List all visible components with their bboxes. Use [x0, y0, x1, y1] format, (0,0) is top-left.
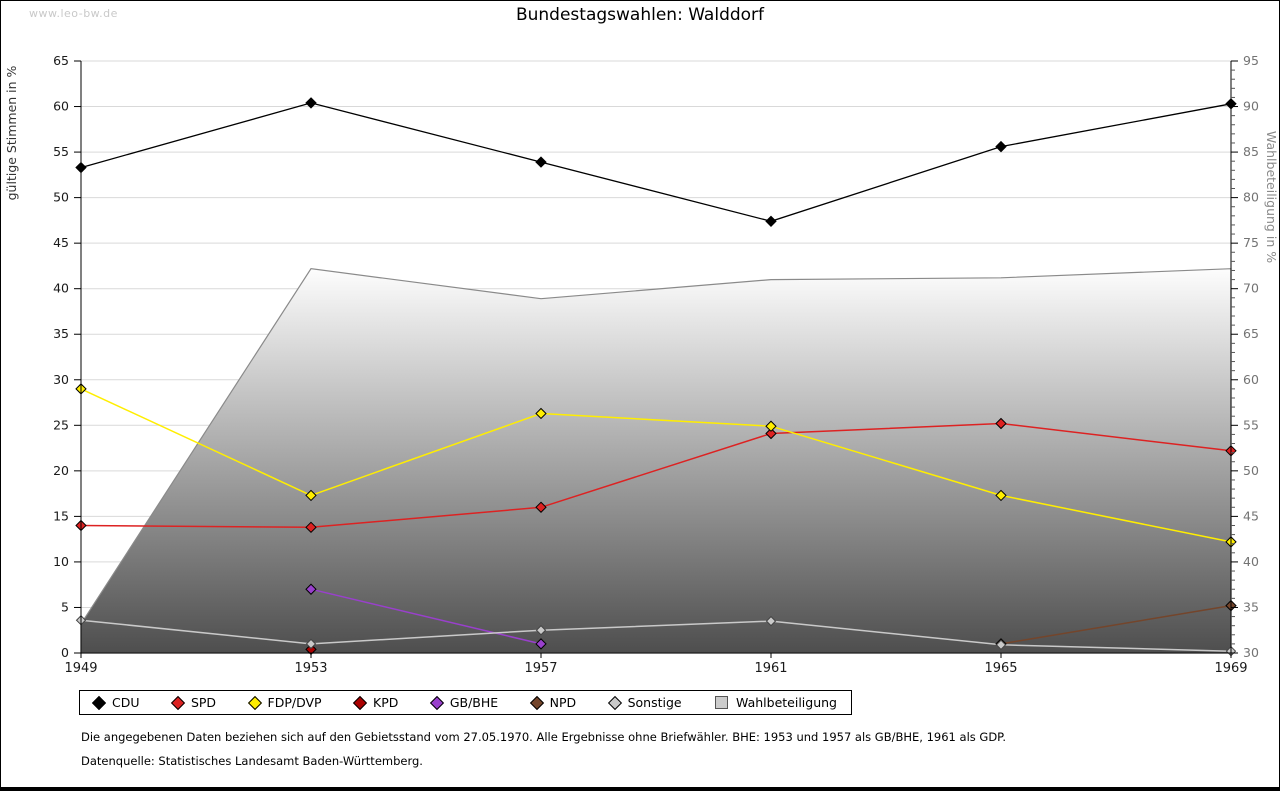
svg-text:75: 75	[1243, 235, 1259, 250]
legend-item-gbbhe: GB/BHE	[429, 695, 499, 710]
svg-text:90: 90	[1243, 99, 1259, 114]
legend-label: NPD	[549, 695, 577, 710]
svg-text:40: 40	[1243, 554, 1259, 569]
svg-text:55: 55	[53, 144, 69, 159]
legend-item-fdp: FDP/DVP	[247, 695, 322, 710]
series-markers-cdu	[75, 97, 1237, 228]
svg-text:1953: 1953	[294, 661, 327, 676]
svg-text:5: 5	[61, 599, 69, 614]
legend-label: Sonstige	[627, 695, 682, 710]
svg-text:0: 0	[61, 645, 69, 660]
svg-text:45: 45	[1243, 508, 1259, 523]
legend-label: GB/BHE	[449, 695, 499, 710]
series-line-npd	[1000, 604, 1232, 645]
legend-item-cdu: CDU	[91, 695, 140, 710]
series-markers-fdpdvp	[75, 383, 1237, 548]
svg-text:1949: 1949	[64, 661, 97, 676]
legend-label: FDP/DVP	[267, 695, 322, 710]
svg-text:10: 10	[53, 554, 69, 569]
series-line-sonstige	[80, 619, 1232, 652]
svg-text:60: 60	[53, 99, 69, 114]
series-markers-gbbhe	[305, 583, 547, 650]
series-line-gbbhe	[310, 588, 542, 645]
series-line-spd	[80, 422, 1232, 529]
legend-label: KPD	[373, 695, 399, 710]
footnote-gebietsstand: Die angegebenen Daten beziehen sich auf …	[81, 730, 1006, 744]
svg-text:30: 30	[1243, 645, 1259, 660]
svg-text:50: 50	[1243, 463, 1259, 478]
spd-marker-icon	[170, 695, 186, 710]
svg-text:30: 30	[53, 372, 69, 387]
axes: 0 5 10 15 20 25 30 35 40 45 50 55 60 65 30 35 40 45 50 55 60…	[53, 53, 1259, 676]
svg-text:50: 50	[53, 190, 69, 205]
legend-label: CDU	[112, 695, 140, 710]
series-line-fdpdvp	[80, 388, 1232, 543]
election-line-chart: 0 5 10 15 20 25 30 35 40 45 50 55 60 65 30 35 40 45 50 55 60…	[4, 53, 1279, 676]
left-axis-title: gültige Stimmen in %	[4, 65, 19, 200]
right-axis-title: Wahlbeteiligung in %	[1264, 131, 1279, 263]
svg-text:35: 35	[53, 326, 69, 341]
gbbhe-marker-icon	[429, 695, 444, 710]
svg-text:15: 15	[53, 508, 69, 523]
sonstige-marker-icon	[607, 695, 622, 710]
legend-item-spd: SPD	[170, 695, 217, 710]
svg-text:55: 55	[1243, 417, 1259, 432]
legend-item-wahlbeteiligung: Wahlbeteiligung	[715, 695, 837, 710]
legend-label: Wahlbeteiligung	[736, 695, 837, 710]
svg-text:95: 95	[1243, 53, 1259, 68]
svg-text:20: 20	[53, 463, 69, 478]
fdp-marker-icon	[247, 695, 262, 710]
legend-item-npd: NPD	[529, 695, 577, 710]
watermark: www.leo-bw.de	[29, 7, 118, 20]
legend-label: SPD	[190, 695, 217, 710]
svg-text:1965: 1965	[984, 661, 1017, 676]
svg-text:25: 25	[53, 417, 69, 432]
page-title: Bundestagswahlen: Walddorf	[515, 5, 765, 25]
footnote-datenquelle: Datenquelle: Statistisches Landesamt Bad…	[81, 754, 423, 768]
svg-text:45: 45	[53, 235, 69, 250]
npd-marker-icon	[529, 695, 544, 710]
legend-item-kpd: KPD	[352, 695, 399, 710]
svg-text:1961: 1961	[754, 661, 787, 676]
legend-item-sonstige: Sonstige	[607, 695, 682, 710]
svg-text:70: 70	[1243, 281, 1259, 296]
svg-text:60: 60	[1243, 372, 1259, 387]
svg-text:65: 65	[53, 53, 69, 68]
svg-text:1957: 1957	[524, 661, 557, 676]
cdu-marker-icon	[91, 695, 107, 710]
svg-text:40: 40	[53, 281, 69, 296]
wahlbeteiligung-marker-icon	[715, 696, 729, 709]
series-area-wahlbeteiligung	[80, 268, 1232, 654]
series-line-cdu	[80, 102, 1232, 222]
svg-text:1969: 1969	[1214, 661, 1247, 676]
svg-text:65: 65	[1243, 326, 1259, 341]
svg-text:80: 80	[1243, 190, 1259, 205]
kpd-marker-icon	[352, 695, 368, 710]
svg-text:85: 85	[1243, 144, 1259, 159]
svg-text:35: 35	[1243, 599, 1259, 614]
series-markers-sonstige	[75, 615, 1237, 657]
legend: CDU SPD FDP/DVP KPD GB/BHE NPD Sonstige	[79, 690, 852, 715]
